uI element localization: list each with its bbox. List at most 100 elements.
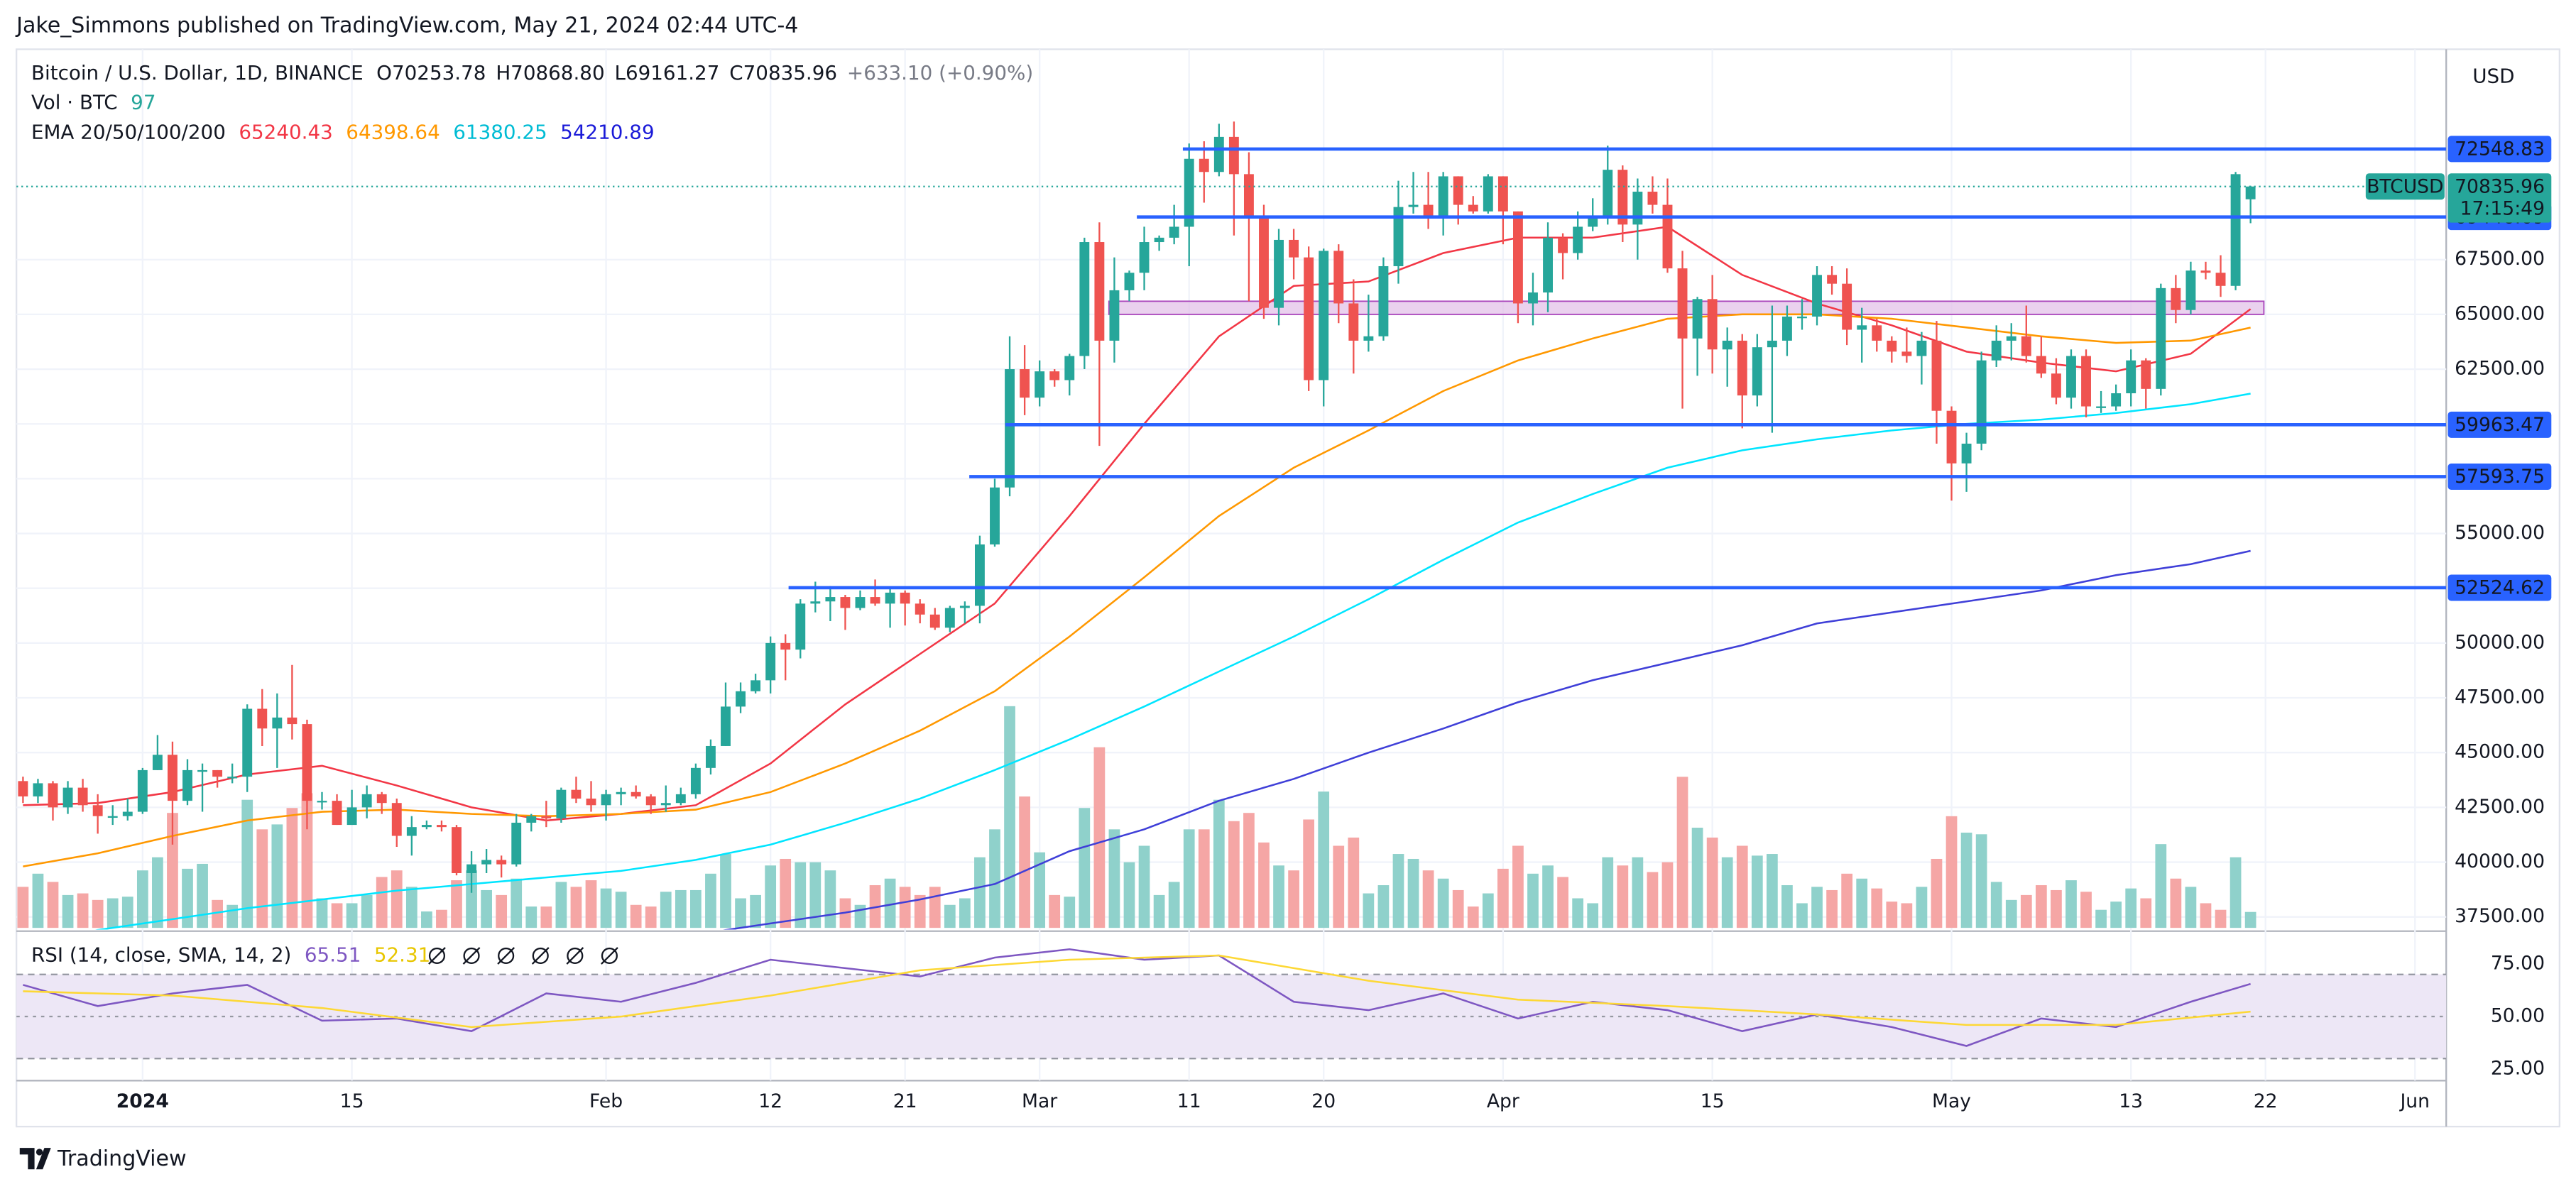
- volume-bar: [1811, 887, 1823, 928]
- rsi-legend: RSI (14, close, SMA, 14, 2) 65.51 52.31: [31, 943, 430, 966]
- symbol-tag: [2365, 173, 2445, 200]
- candle-body: [645, 796, 656, 806]
- candle-body: [1722, 340, 1732, 350]
- x-tick-label: 21: [893, 1090, 917, 1112]
- brand: TradingView: [57, 1146, 187, 1171]
- candle-body: [77, 787, 88, 806]
- x-tick-label: 13: [2119, 1090, 2143, 1112]
- volume-bar: [47, 882, 59, 928]
- candle-body: [1304, 257, 1314, 380]
- volume-bar: [1093, 747, 1106, 928]
- volume-bar: [1781, 884, 1793, 928]
- volume-bar: [690, 889, 702, 928]
- candle-body: [1603, 170, 1613, 219]
- volume-bar: [1153, 894, 1165, 928]
- volume-bar: [1437, 878, 1449, 928]
- candle-body: [1887, 340, 1897, 352]
- x-tick-label: 20: [1311, 1090, 1336, 1112]
- volume-bar: [1796, 903, 1808, 928]
- candle-body: [1812, 275, 1822, 317]
- candle-body: [2126, 360, 2136, 394]
- x-tick-label: 15: [1701, 1090, 1725, 1112]
- legend-row: Bitcoin / U.S. Dollar, 1D, BINANCE O70253…: [31, 61, 1033, 84]
- volume-bar: [32, 873, 44, 928]
- candle-body: [287, 717, 298, 725]
- volume-bar: [361, 894, 373, 928]
- volume-bar: [1348, 837, 1360, 928]
- volume-bar: [346, 903, 358, 928]
- volume-bar: [540, 906, 552, 928]
- candle-body: [690, 767, 701, 794]
- candle-body: [721, 706, 731, 746]
- volume-bar: [1721, 857, 1733, 928]
- candle-body: [526, 816, 537, 823]
- volume-bar: [944, 904, 956, 928]
- volume-bar: [1138, 845, 1150, 928]
- candle-body: [481, 860, 492, 865]
- volume-value: 97: [131, 91, 155, 114]
- candle-body: [152, 755, 163, 770]
- volume-bar: [77, 893, 89, 928]
- candle-body: [1049, 371, 1060, 380]
- candle-body: [376, 794, 387, 804]
- volume-bar: [1886, 902, 1898, 928]
- volume-bar: [1034, 852, 1046, 928]
- candle-body: [62, 787, 73, 808]
- volume-bar: [1512, 845, 1524, 928]
- y-tick-label: 42500.00: [2455, 796, 2545, 818]
- candle-body: [421, 825, 432, 828]
- volume-bar: [391, 870, 403, 928]
- candle-body: [1079, 242, 1090, 356]
- candle-body: [1752, 347, 1762, 396]
- candle-body: [1767, 340, 1777, 348]
- candle-body: [332, 801, 342, 826]
- candle-body: [2111, 393, 2122, 407]
- candle-body: [2066, 356, 2076, 398]
- candle-body: [1916, 340, 1927, 356]
- candle-body: [1632, 192, 1643, 225]
- level-label: 59963.47: [2455, 414, 2545, 436]
- volume-bar: [451, 880, 462, 928]
- x-tick-label: 12: [758, 1090, 782, 1112]
- candle-body: [1124, 273, 1135, 290]
- rsi-pane: [16, 948, 2447, 1060]
- volume-bar: [2065, 880, 2077, 928]
- volume-bar: [959, 898, 971, 928]
- volume-bar: [1258, 842, 1270, 928]
- volume-bar: [585, 880, 597, 928]
- volume-legend: Vol · BTC 97: [31, 91, 156, 114]
- candle-body: [33, 783, 43, 796]
- volume-bar: [1377, 884, 1390, 928]
- candle-body: [511, 822, 522, 865]
- candle-body: [137, 769, 148, 812]
- volume-bar: [1736, 845, 1748, 928]
- volume-bar: [2170, 878, 2182, 928]
- candle-body: [406, 827, 417, 836]
- volume-bar: [809, 862, 822, 928]
- volume-bar: [854, 904, 866, 928]
- candle-body: [944, 608, 955, 628]
- candle-body: [1827, 275, 1838, 284]
- candle-body: [437, 825, 447, 828]
- candle-body: [1259, 215, 1269, 308]
- candle-body: [556, 789, 567, 818]
- candle-body: [675, 794, 686, 804]
- candle-body: [168, 755, 178, 801]
- currency[interactable]: USD: [2472, 65, 2514, 88]
- candle-body: [1213, 136, 1224, 172]
- candle-body: [1543, 237, 1553, 293]
- candle-body: [631, 791, 641, 796]
- candle-body: [765, 642, 776, 681]
- candle-body: [1483, 176, 1493, 212]
- candle-body: [1243, 174, 1254, 216]
- candle-body: [1588, 218, 1598, 227]
- level-tag: [2447, 463, 2552, 491]
- volume-bar: [1960, 832, 1972, 928]
- low: L69161.27: [614, 61, 719, 84]
- volume-bar: [1333, 845, 1345, 928]
- volume-bar: [525, 906, 537, 928]
- candle-body: [1378, 265, 1389, 336]
- candle-body: [212, 769, 223, 777]
- volume-bar: [152, 857, 163, 928]
